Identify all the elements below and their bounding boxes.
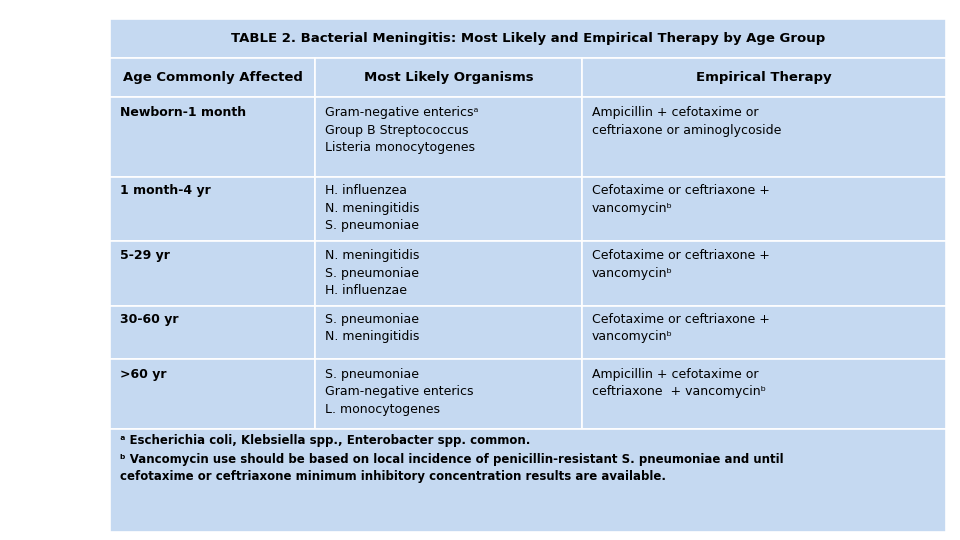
Bar — [583, 97, 946, 177]
Bar — [583, 58, 946, 97]
Bar — [583, 306, 946, 359]
Text: Cefotaxime or ceftriaxone +
vancomycinᵇ: Cefotaxime or ceftriaxone + vancomycinᵇ — [592, 184, 770, 215]
Text: Empirical Therapy: Empirical Therapy — [696, 71, 831, 84]
Text: Age Commonly Affected: Age Commonly Affected — [123, 71, 302, 84]
Text: >60 yr: >60 yr — [120, 368, 166, 381]
Bar — [315, 97, 583, 177]
Bar — [110, 19, 946, 58]
Text: Ampicillin + cefotaxime or
ceftriaxone or aminoglycoside: Ampicillin + cefotaxime or ceftriaxone o… — [592, 106, 781, 137]
Bar — [110, 306, 315, 359]
Bar — [110, 241, 315, 306]
Text: Gram-negative entericsᵃ
Group B Streptococcus
Listeria monocytogenes: Gram-negative entericsᵃ Group B Streptoc… — [324, 106, 478, 154]
Text: N. meningitidis
S. pneumoniae
H. influenzae: N. meningitidis S. pneumoniae H. influen… — [324, 249, 419, 297]
Bar — [110, 58, 315, 97]
Bar — [583, 359, 946, 429]
Text: 1 month-4 yr: 1 month-4 yr — [120, 184, 211, 197]
Bar — [110, 429, 946, 532]
Bar — [110, 177, 315, 241]
Text: Ampicillin + cefotaxime or
ceftriaxone  + vancomycinᵇ: Ampicillin + cefotaxime or ceftriaxone +… — [592, 368, 766, 398]
Bar — [315, 359, 583, 429]
Text: Cefotaxime or ceftriaxone +
vancomycinᵇ: Cefotaxime or ceftriaxone + vancomycinᵇ — [592, 313, 770, 343]
Bar — [315, 306, 583, 359]
Text: TABLE 2. Bacterial Meningitis: Most Likely and Empirical Therapy by Age Group: TABLE 2. Bacterial Meningitis: Most Like… — [230, 32, 826, 45]
Bar — [110, 97, 315, 177]
Bar — [315, 241, 583, 306]
Text: ᵃ Escherichia coli, Klebsiella spp., Enterobacter spp. common.: ᵃ Escherichia coli, Klebsiella spp., Ent… — [120, 434, 530, 447]
Text: S. pneumoniae
Gram-negative enterics
L. monocytogenes: S. pneumoniae Gram-negative enterics L. … — [324, 368, 473, 415]
Bar — [315, 177, 583, 241]
Bar — [583, 177, 946, 241]
Text: 5-29 yr: 5-29 yr — [120, 249, 170, 262]
Text: ᵇ Vancomycin use should be based on local incidence of penicillin-resistant S. p: ᵇ Vancomycin use should be based on loca… — [120, 453, 783, 483]
Bar — [315, 58, 583, 97]
Bar — [583, 241, 946, 306]
Text: Newborn-1 month: Newborn-1 month — [120, 106, 246, 119]
Text: S. pneumoniae
N. meningitidis: S. pneumoniae N. meningitidis — [324, 313, 419, 343]
Bar — [110, 359, 315, 429]
Text: H. influenzea
N. meningitidis
S. pneumoniae: H. influenzea N. meningitidis S. pneumon… — [324, 184, 419, 232]
Text: Most Likely Organisms: Most Likely Organisms — [364, 71, 534, 84]
Text: Cefotaxime or ceftriaxone +
vancomycinᵇ: Cefotaxime or ceftriaxone + vancomycinᵇ — [592, 249, 770, 280]
Text: 30-60 yr: 30-60 yr — [120, 313, 179, 326]
